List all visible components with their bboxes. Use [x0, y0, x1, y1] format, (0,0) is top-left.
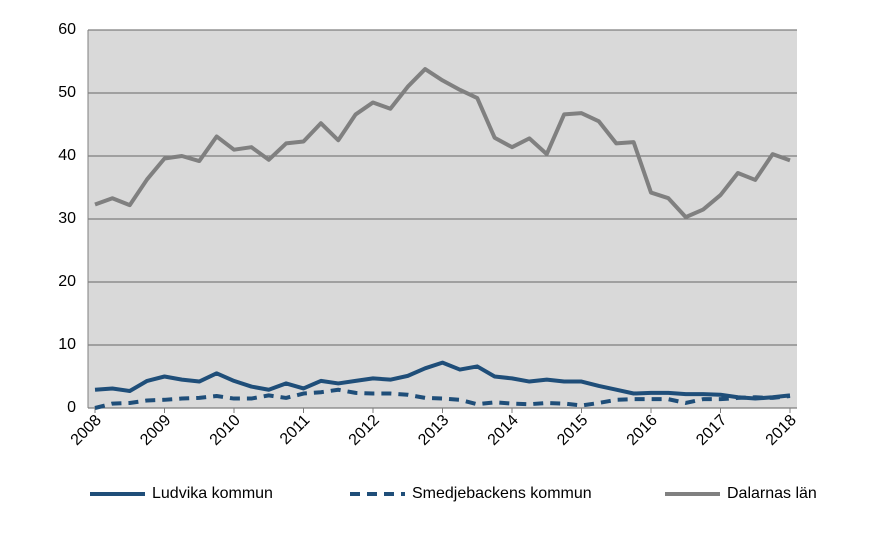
- y-tick-label: 30: [58, 210, 76, 227]
- legend-label: Smedjebackens kommun: [412, 485, 592, 502]
- x-tick-label: 2016: [624, 412, 661, 449]
- y-tick-label: 60: [58, 21, 76, 38]
- x-tick-label: 2018: [763, 412, 800, 449]
- x-tick-label: 2012: [346, 412, 383, 449]
- series-line: [94, 387, 791, 410]
- series-line: [94, 360, 791, 401]
- legend-label: Ludvika kommun: [152, 485, 273, 502]
- x-tick-label: 2013: [415, 412, 452, 449]
- y-tick-label: 20: [58, 273, 76, 290]
- y-tick-label: 10: [58, 336, 76, 353]
- x-tick-label: 2008: [68, 412, 105, 449]
- y-tick-label: 40: [58, 147, 76, 164]
- x-tick-label: 2010: [207, 412, 244, 449]
- x-tick-label: 2014: [485, 412, 522, 449]
- legend-label: Dalarnas län: [727, 485, 817, 502]
- y-tick-label: 50: [58, 84, 76, 101]
- x-tick-label: 2009: [137, 412, 174, 449]
- x-tick-label: 2011: [277, 412, 313, 448]
- x-tick-label: 2015: [554, 412, 591, 449]
- series-line: [94, 67, 791, 220]
- y-tick-label: 0: [67, 399, 76, 416]
- x-tick-label: 2017: [693, 412, 730, 449]
